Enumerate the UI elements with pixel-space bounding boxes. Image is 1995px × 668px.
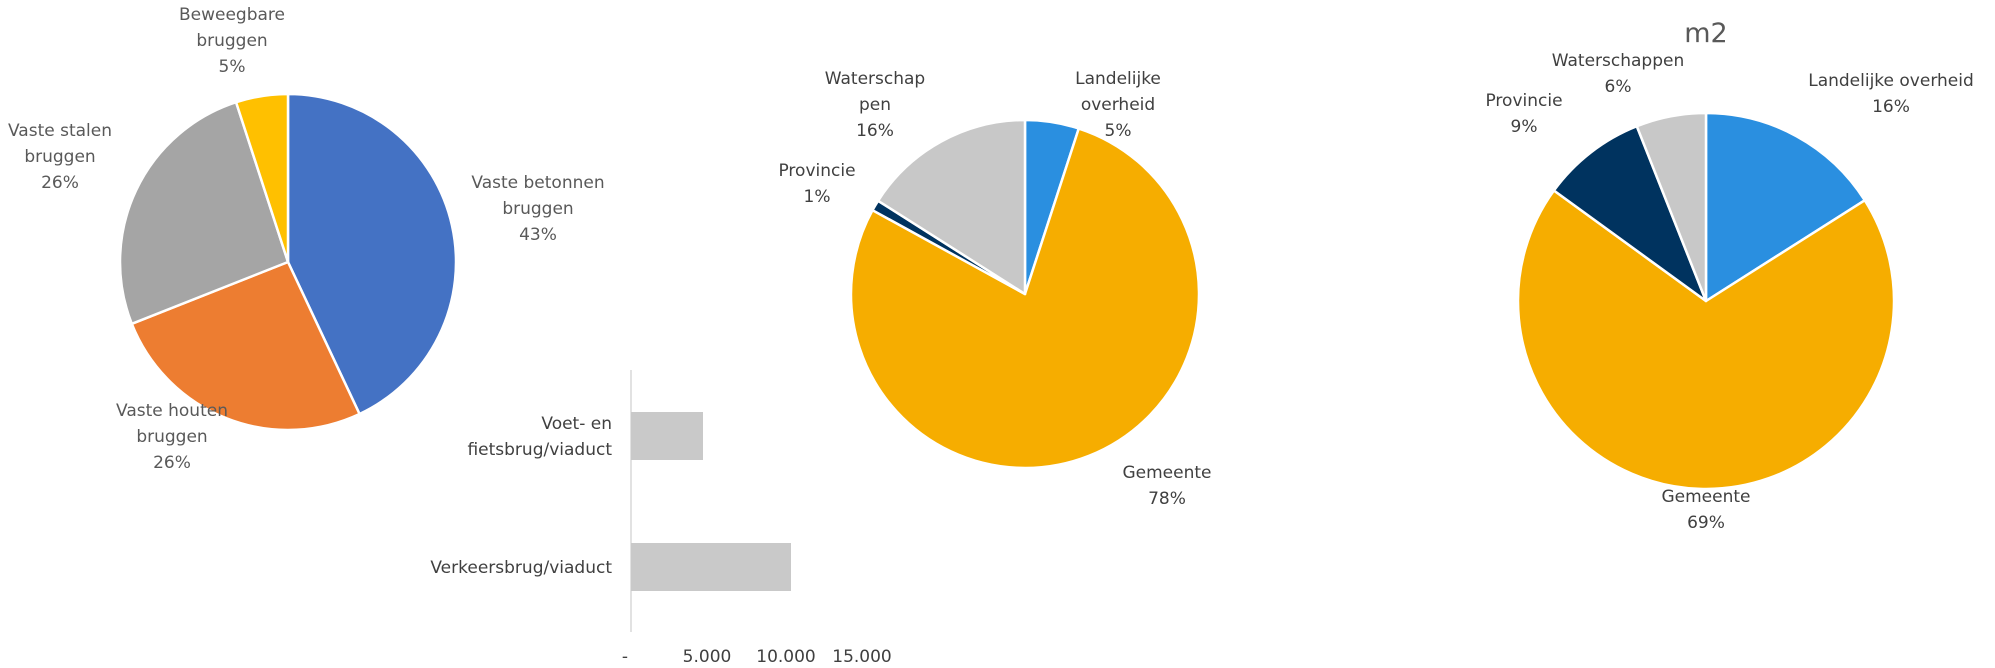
bar-verkeersbrug-viaduct — [631, 543, 791, 591]
data-label-vaste-betonnen-bruggen: Vaste betonnen bruggen 43% — [471, 173, 604, 245]
pie-slice-provincie — [1552, 124, 1708, 303]
pie-slice-vaste-houten-bruggen — [130, 260, 361, 432]
data-label-vaste-houten-bruggen: Vaste houten bruggen 26% — [116, 401, 228, 473]
x-tick-label: - — [622, 647, 628, 667]
pie-chart-owners-m2: m2 Landelijke overheid 16% Gemeente 69% Prov… — [1485, 18, 1973, 533]
pie-chart-owners-count: Landelijke overheid 5% Gemeente 78% Provincie… — [778, 69, 1211, 509]
data-label-waterschappen: Waterschappen 6% — [1552, 51, 1684, 97]
bar-voet-en-fietsbrug-viaduct — [631, 412, 703, 460]
data-label-vaste-stalen-bruggen: Vaste stalen bruggen 26% — [8, 121, 112, 193]
data-label-beweegbare-bruggen: Beweegbare bruggen 5% — [179, 5, 285, 77]
pie-slice-vaste-stalen-bruggen — [118, 100, 290, 326]
data-label-landelijke-overheid: Landelijke overheid 5% — [1075, 69, 1161, 141]
pie-slice-waterschappen — [1635, 111, 1708, 303]
x-tick-label: 15.000 — [832, 647, 891, 667]
pie-slice-vaste-betonnen-bruggen — [286, 92, 458, 416]
pie-slice-waterschap-pen — [876, 118, 1027, 296]
data-label-provincie: Provincie 9% — [1485, 91, 1562, 137]
pie-slice-gemeente — [1516, 189, 1896, 491]
data-label-waterschap-pen: Waterschap pen 16% — [825, 69, 925, 141]
x-tick-label: 10.000 — [756, 647, 815, 667]
data-label-provincie: Provincie 1% — [778, 161, 855, 207]
category-label-voet-en-fietsbrug-viaduct: Voet- en fietsbrug/viaduct — [467, 414, 612, 460]
pie-chart-bridge-types: Vaste betonnen bruggen 43% Vaste houten brug… — [8, 5, 605, 473]
x-tick-label: 5.000 — [683, 647, 732, 667]
pie-slice-beweegbare-bruggen — [234, 92, 290, 264]
pie-slice-landelijke-overheid — [1704, 111, 1866, 303]
pie-slice-gemeente — [849, 127, 1201, 470]
bar-chart-bridge-usage: Voet- en fietsbrug/viaduct Verkeersbrug/vi… — [430, 370, 892, 667]
data-label-gemeente: Gemeente 78% — [1122, 463, 1211, 509]
data-label-gemeente: Gemeente 69% — [1661, 487, 1750, 533]
category-label-verkeersbrug-viaduct: Verkeersbrug/viaduct — [430, 558, 612, 578]
data-label-landelijke-overheid: Landelijke overheid 16% — [1808, 71, 1974, 117]
chart-title: m2 — [1684, 18, 1727, 49]
